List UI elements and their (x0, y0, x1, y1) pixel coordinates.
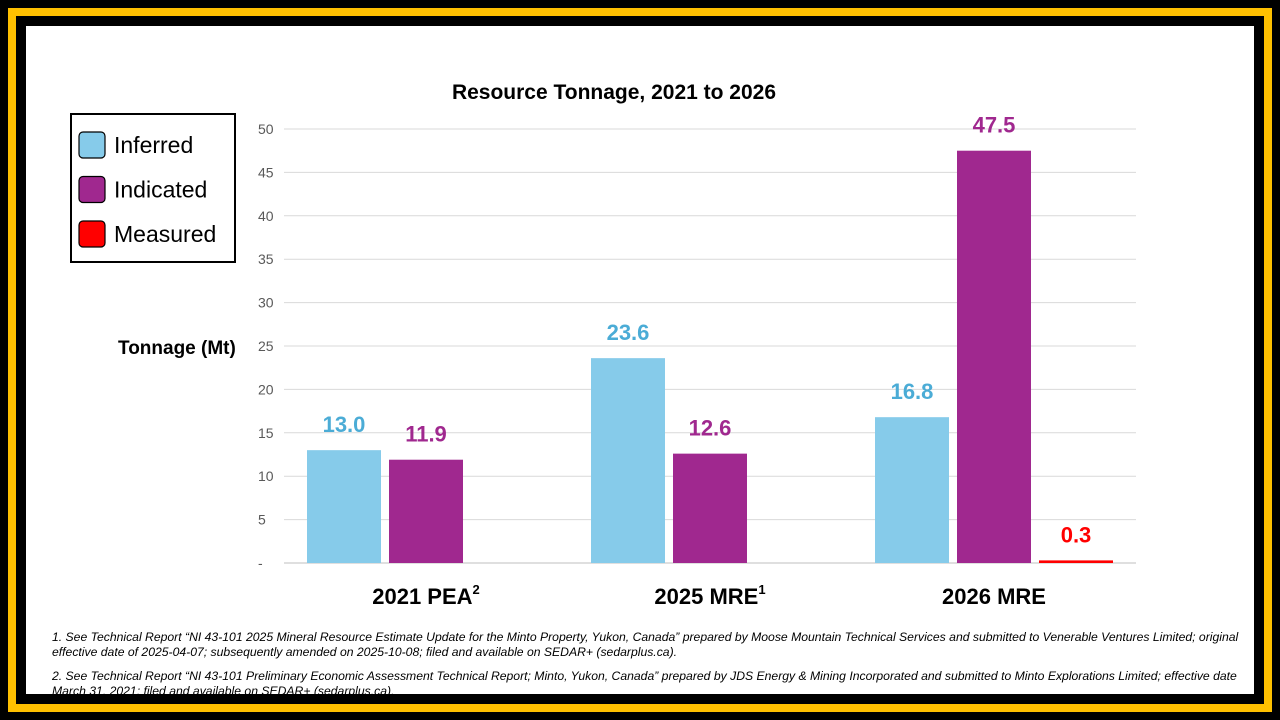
data-labels: 13.0 11.9 23.6 12.6 16.8 47.5 0.3 (323, 113, 1092, 548)
y-tick-label: 30 (258, 295, 274, 311)
y-axis-label: Tonnage (Mt) (118, 338, 236, 359)
y-tick-label: 40 (258, 208, 274, 224)
bar-indicated (957, 150, 1031, 563)
bar-chart: Resource Tonnage, 2021 to 2026 Tonnage (… (70, 81, 1136, 609)
footnote-1: 1. See Technical Report “NI 43-101 2025 … (52, 630, 1239, 659)
legend-label-inferred: Inferred (114, 132, 193, 158)
slide-frame: Resource Tonnage, 2021 to 2026 Tonnage (… (8, 8, 1272, 712)
legend-label-measured: Measured (114, 221, 216, 247)
bars (307, 150, 1113, 563)
bar-indicated (673, 453, 747, 563)
y-tick-label: 20 (258, 381, 274, 397)
category-label: 2026 MRE (942, 584, 1046, 609)
bar-inferred (307, 450, 381, 563)
y-tick-label: 50 (258, 121, 274, 137)
chart-panel: Resource Tonnage, 2021 to 2026 Tonnage (… (26, 26, 1254, 698)
y-tick-label: 5 (258, 512, 266, 528)
legend-swatch-measured (78, 220, 106, 248)
y-tick-label: - (258, 555, 263, 571)
y-axis-ticks: - 5 10 15 20 25 30 35 40 45 50 (258, 121, 274, 571)
data-label: 16.8 (891, 379, 934, 404)
legend-swatch-indicated (78, 175, 106, 204)
chart-title: Resource Tonnage, 2021 to 2026 (452, 81, 776, 104)
bar-inferred (875, 417, 949, 563)
bar-measured (1039, 560, 1113, 563)
footnotes: 1. See Technical Report “NI 43-101 2025 … (52, 630, 1252, 708)
category-footnote-ref: 2 (473, 582, 480, 597)
data-label: 47.5 (973, 113, 1016, 138)
legend: Inferred Indicated Measured (70, 113, 236, 263)
category-label: 2025 MRE1 (654, 582, 765, 609)
legend-label-indicated: Indicated (114, 177, 207, 203)
legend-swatch-inferred (78, 131, 106, 159)
y-tick-label: 35 (258, 251, 274, 267)
y-tick-label: 10 (258, 468, 274, 484)
data-label: 12.6 (689, 416, 732, 441)
bar-inferred (591, 358, 665, 563)
category-labels: 2021 PEA2 2025 MRE1 2026 MRE (372, 582, 1046, 609)
data-label: 13.0 (323, 412, 366, 437)
category-footnote-ref: 1 (758, 582, 765, 597)
data-label: 23.6 (607, 320, 650, 345)
footnote-2: 2. See Technical Report “NI 43-101 Preli… (52, 669, 1237, 698)
y-tick-label: 15 (258, 425, 274, 441)
y-tick-label: 45 (258, 164, 274, 180)
bar-indicated (389, 459, 463, 563)
y-tick-label: 25 (258, 338, 274, 354)
data-label: 0.3 (1061, 522, 1092, 547)
data-label: 11.9 (405, 422, 447, 447)
category-label: 2021 PEA2 (372, 582, 480, 609)
